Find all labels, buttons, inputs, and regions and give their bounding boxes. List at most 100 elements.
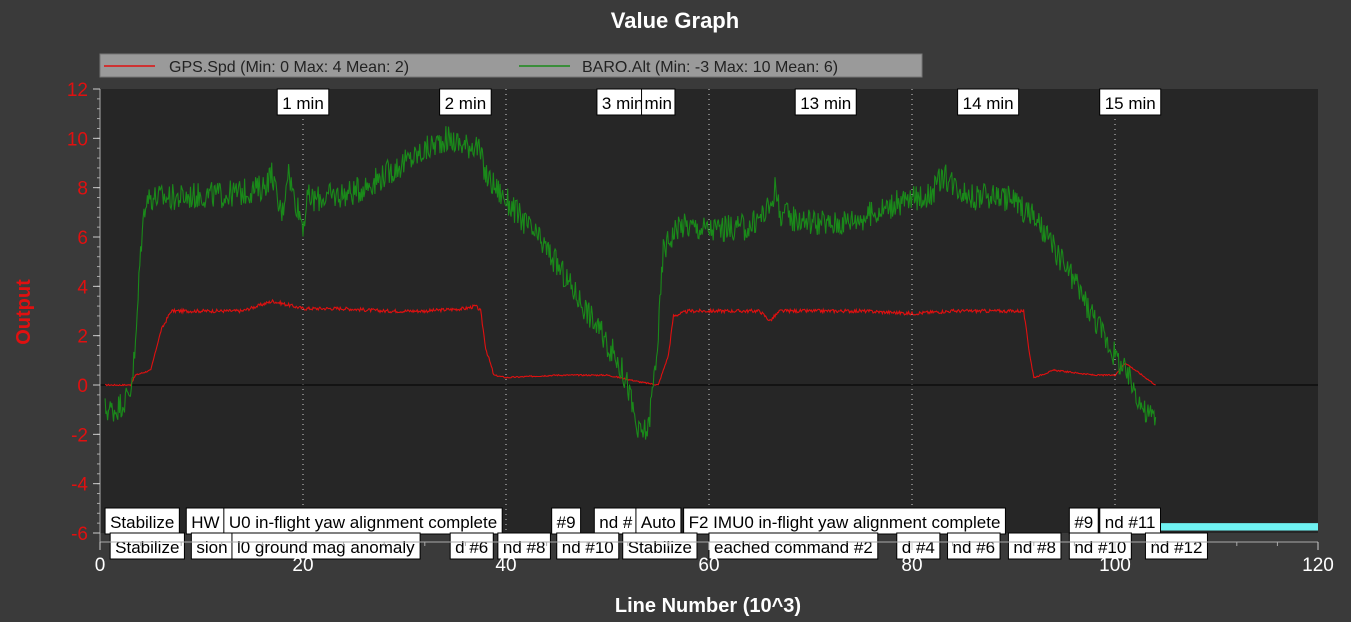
message-row2-9: nd #6 xyxy=(947,532,1001,560)
time-marker-0: 1 min xyxy=(276,88,330,116)
time-marker-extra-0-text: min xyxy=(645,94,672,113)
time-marker-2: 3 min xyxy=(596,88,650,116)
message-row2-12-text: nd #12 xyxy=(1150,538,1202,557)
time-marker-3-box xyxy=(794,88,857,116)
time-marker-4: 14 min xyxy=(957,88,1020,116)
message-row1-1: HW xyxy=(185,507,226,535)
message-row2-2-box xyxy=(231,532,421,560)
message-row2-10-text: nd #8 xyxy=(1013,538,1056,557)
message-row1-3: #9 xyxy=(551,507,582,535)
message-row2-3: d #6 xyxy=(449,532,494,560)
legend: GPS.Spd (Min: 0 Max: 4 Mean: 2) BARO.Alt… xyxy=(99,53,923,78)
message-row1-2-text: U0 in-flight yaw alignment complete xyxy=(229,513,497,532)
message-row1-8: nd #11 xyxy=(1099,507,1162,535)
time-marker-extra-0-box xyxy=(641,88,676,116)
message-row2-11-box xyxy=(1068,532,1132,560)
message-row2-12: nd #12 xyxy=(1144,532,1208,560)
y-tick-label-3: 6 xyxy=(77,228,88,249)
message-row2-7-text: eached command #2 xyxy=(714,538,873,557)
message-row1-7-text: #9 xyxy=(1074,513,1093,532)
time-marker-2-text: 3 min xyxy=(602,94,644,113)
time-marker-0-box xyxy=(276,88,330,116)
x-tick-label-6: 120 xyxy=(1302,555,1334,576)
message-row1-0-box xyxy=(104,507,180,535)
time-marker-2-box xyxy=(596,88,650,116)
message-row1-2-box xyxy=(223,507,503,535)
y-tick-label-8: -4 xyxy=(71,475,88,496)
message-row2-11: nd #10 xyxy=(1068,532,1132,560)
message-row2-2: l0 ground mag anomaly xyxy=(231,532,421,560)
time-markers: 1 min 2 min 3 min 13 min 14 min 15 min min xyxy=(276,88,1162,116)
message-row2-1: sion xyxy=(190,532,234,560)
message-row2-6-box xyxy=(622,532,698,560)
message-row1-3-text: #9 xyxy=(557,513,576,532)
time-marker-5-box xyxy=(1099,88,1162,116)
message-row2-10: nd #8 xyxy=(1007,532,1062,560)
time-marker-1-box xyxy=(439,88,492,116)
x-tick-label-2: 40 xyxy=(495,555,516,576)
message-row2-5-box xyxy=(556,532,620,560)
message-row2-4-text: nd #8 xyxy=(503,538,546,557)
series-line-baro-alt xyxy=(104,126,1157,440)
series-line-gps-spd xyxy=(105,298,1156,387)
message-row1-6: F2 IMU0 in-flight yaw alignment complete xyxy=(683,507,1006,535)
time-marker-1-text: 2 min xyxy=(445,94,487,113)
time-marker-3-text: 13 min xyxy=(800,94,851,113)
message-row2-8: d #4 xyxy=(896,532,941,560)
message-row1-6-text: F2 IMU0 in-flight yaw alignment complete xyxy=(689,513,1001,532)
y-tick-label-5: 2 xyxy=(77,327,88,348)
message-row2-4: nd #8 xyxy=(497,532,551,560)
y-tick-label-7: -2 xyxy=(71,425,88,446)
event-lines xyxy=(302,89,1116,533)
message-row1-1-text: HW xyxy=(191,513,219,532)
legend-label-baro-alt: BARO.Alt (Min: -3 Max: 10 Mean: 6) xyxy=(582,59,838,76)
message-row2-1-text: sion xyxy=(196,538,227,557)
message-row2-10-box xyxy=(1007,532,1062,560)
y-axis-title: Output xyxy=(13,279,35,345)
chart-title: Value Graph xyxy=(611,8,739,33)
time-marker-5: 15 min xyxy=(1099,88,1162,116)
message-row2-0-text: Stabilize xyxy=(115,538,179,557)
message-row1-4: nd # xyxy=(593,507,639,535)
message-row1-7-box xyxy=(1068,507,1099,535)
time-marker-4-text: 14 min xyxy=(963,94,1014,113)
message-row1-0: Stabilize xyxy=(104,507,180,535)
time-marker-extra-0: min xyxy=(641,88,676,116)
message-row2-3-box xyxy=(449,532,494,560)
cyan-band xyxy=(1155,523,1318,531)
message-row2-5: nd #10 xyxy=(556,532,620,560)
message-row1-4-box xyxy=(593,507,639,535)
y-tick-label-4: 4 xyxy=(77,277,88,298)
message-row2-9-text: nd #6 xyxy=(953,538,996,557)
message-row2-0: Stabilize xyxy=(109,532,185,560)
message-row1-0-text: Stabilize xyxy=(110,513,174,532)
time-marker-3: 13 min xyxy=(794,88,857,116)
message-labels: Stabilize HW U0 in-flight yaw alignment co… xyxy=(104,507,1208,560)
message-row2-7: eached command #2 xyxy=(708,532,879,560)
message-row2-1-box xyxy=(190,532,234,560)
message-row2-7-box xyxy=(708,532,879,560)
message-row1-8-text: nd #11 xyxy=(1105,513,1156,532)
series-group xyxy=(104,126,1157,440)
message-row1-4-text: nd # xyxy=(599,513,633,532)
x-tick-label-1: 20 xyxy=(292,555,313,576)
cyan-band-group xyxy=(1155,523,1318,531)
message-row1-8-box xyxy=(1099,507,1162,535)
message-row2-6: Stabilize xyxy=(622,532,698,560)
y-tick-label-2: 8 xyxy=(77,179,88,200)
message-row2-5-text: nd #10 xyxy=(562,538,614,557)
y-tick-label-0: 12 xyxy=(67,80,88,101)
message-row2-9-box xyxy=(947,532,1001,560)
message-row2-2-text: l0 ground mag anomaly xyxy=(237,538,415,557)
x-axis-title: Line Number (10^3) xyxy=(615,595,801,617)
message-row2-8-text: d #4 xyxy=(902,538,935,557)
message-row1-7: #9 xyxy=(1068,507,1099,535)
message-row2-4-box xyxy=(497,532,551,560)
y-tick-label-9: -6 xyxy=(71,524,88,545)
x-tick-label-0: 0 xyxy=(95,555,106,576)
time-marker-4-box xyxy=(957,88,1020,116)
x-tick-label-3: 60 xyxy=(698,555,719,576)
legend-label-gps-spd: GPS.Spd (Min: 0 Max: 4 Mean: 2) xyxy=(169,59,409,76)
legend-background xyxy=(99,53,923,78)
